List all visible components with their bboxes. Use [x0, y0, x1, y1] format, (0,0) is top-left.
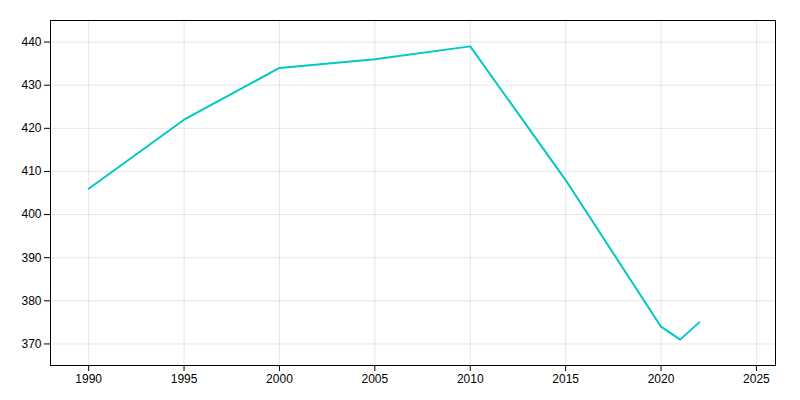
svg-text:420: 420	[21, 121, 41, 135]
svg-text:440: 440	[21, 35, 41, 49]
svg-text:2015: 2015	[552, 372, 579, 386]
svg-text:2000: 2000	[266, 372, 293, 386]
svg-text:1995: 1995	[171, 372, 198, 386]
svg-text:1990: 1990	[75, 372, 102, 386]
svg-text:2010: 2010	[457, 372, 484, 386]
svg-text:430: 430	[21, 78, 41, 92]
svg-text:2020: 2020	[648, 372, 675, 386]
svg-text:2005: 2005	[361, 372, 388, 386]
svg-text:370: 370	[21, 337, 41, 351]
svg-text:2025: 2025	[743, 372, 770, 386]
svg-text:380: 380	[21, 294, 41, 308]
svg-text:410: 410	[21, 164, 41, 178]
svg-text:400: 400	[21, 207, 41, 221]
svg-text:390: 390	[21, 251, 41, 265]
